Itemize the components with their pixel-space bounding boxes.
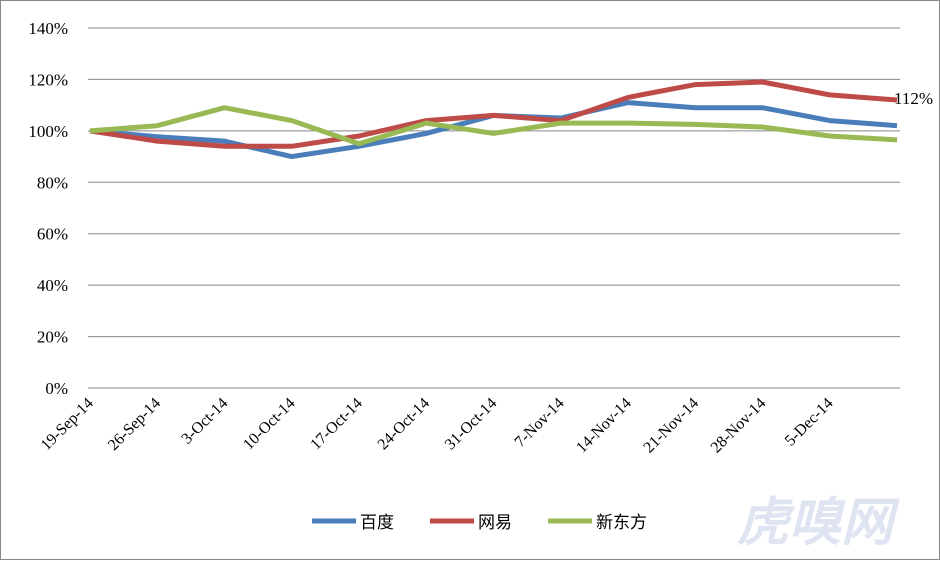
y-tick-label: 120%: [28, 70, 68, 89]
y-tick-label: 140%: [28, 19, 68, 38]
y-tick-label: 60%: [37, 225, 68, 244]
y-tick-label: 100%: [28, 122, 68, 141]
y-tick-label: 40%: [37, 276, 68, 295]
y-tick-label: 0%: [45, 379, 68, 398]
y-tick-label: 20%: [37, 328, 68, 347]
legend-label: 网易: [478, 513, 512, 532]
series-line: [89, 79, 898, 149]
legend-label: 新东方: [596, 513, 647, 532]
data-label: 112%: [894, 89, 933, 108]
legend-label: 百度: [360, 513, 394, 532]
y-tick-label: 80%: [37, 173, 68, 192]
series-line: [89, 105, 898, 147]
watermark: 虎嗅网: [737, 493, 900, 553]
